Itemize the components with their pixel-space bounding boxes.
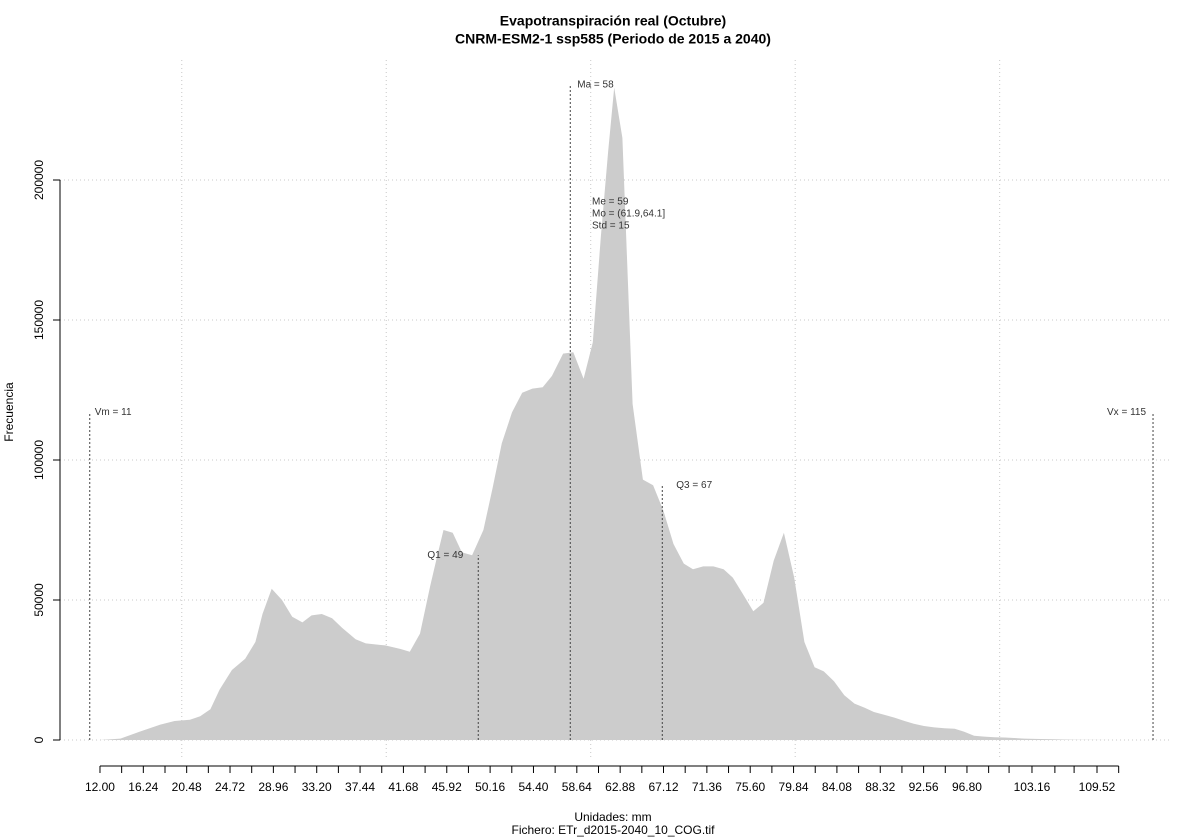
- x-axis-label: Unidades: mm: [574, 810, 651, 824]
- x-tick-label: 45.92: [432, 780, 462, 794]
- y-tick-label: 200000: [32, 160, 46, 200]
- x-tick-label: 16.24: [128, 780, 158, 794]
- x-tick-label: 28.96: [258, 780, 288, 794]
- x-tick-label: 20.48: [172, 780, 202, 794]
- x-tick-label: 92.56: [909, 780, 939, 794]
- chart-subtitle: CNRM-ESM2-1 ssp585 (Periodo de 2015 a 20…: [455, 31, 771, 47]
- x-tick-label: 103.16: [1014, 780, 1051, 794]
- x-tick-label: 41.68: [388, 780, 418, 794]
- x-tick-label: 88.32: [865, 780, 895, 794]
- stat-text: Mo = (61.9,64.1]: [592, 209, 665, 220]
- stat-label: Q3 = 67: [676, 480, 712, 491]
- x-tick-label: 58.64: [562, 780, 592, 794]
- chart-title: Evapotranspiración real (Octubre): [500, 13, 726, 29]
- x-tick-label: 79.84: [779, 780, 809, 794]
- caption: Fichero: ETr_d2015-2040_10_COG.tif: [512, 823, 716, 837]
- area: [99, 87, 1129, 741]
- stat-label: Ma = 58: [577, 79, 614, 90]
- x-tick-label: 67.12: [648, 780, 678, 794]
- x-tick-label: 37.44: [345, 780, 375, 794]
- x-tick-label: 12.00: [85, 780, 115, 794]
- x-tick-label: 50.16: [475, 780, 505, 794]
- stat-text: Me = 59: [592, 197, 629, 208]
- stat-label: Vx = 115: [1107, 407, 1146, 418]
- stat-label: Vm = 11: [95, 407, 132, 418]
- x-tick-label: 54.40: [518, 780, 548, 794]
- x-tick-label: 84.08: [822, 780, 852, 794]
- y-tick-label: 100000: [32, 440, 46, 480]
- x-tick-label: 62.88: [605, 780, 635, 794]
- x-tick-label: 33.20: [302, 780, 332, 794]
- x-tick-label: 75.60: [735, 780, 765, 794]
- x-tick-label: 96.80: [952, 780, 982, 794]
- stat-text: Std = 15: [592, 221, 630, 232]
- y-axis-label: Frecuencia: [2, 382, 16, 442]
- x-tick-label: 24.72: [215, 780, 245, 794]
- y-tick-label: 50000: [32, 583, 46, 617]
- stat-label: Q1 = 49: [427, 550, 463, 561]
- y-tick-label: 0: [32, 736, 46, 743]
- y-tick-label: 150000: [32, 300, 46, 340]
- x-tick-label: 109.52: [1079, 780, 1116, 794]
- x-tick-label: 71.36: [692, 780, 722, 794]
